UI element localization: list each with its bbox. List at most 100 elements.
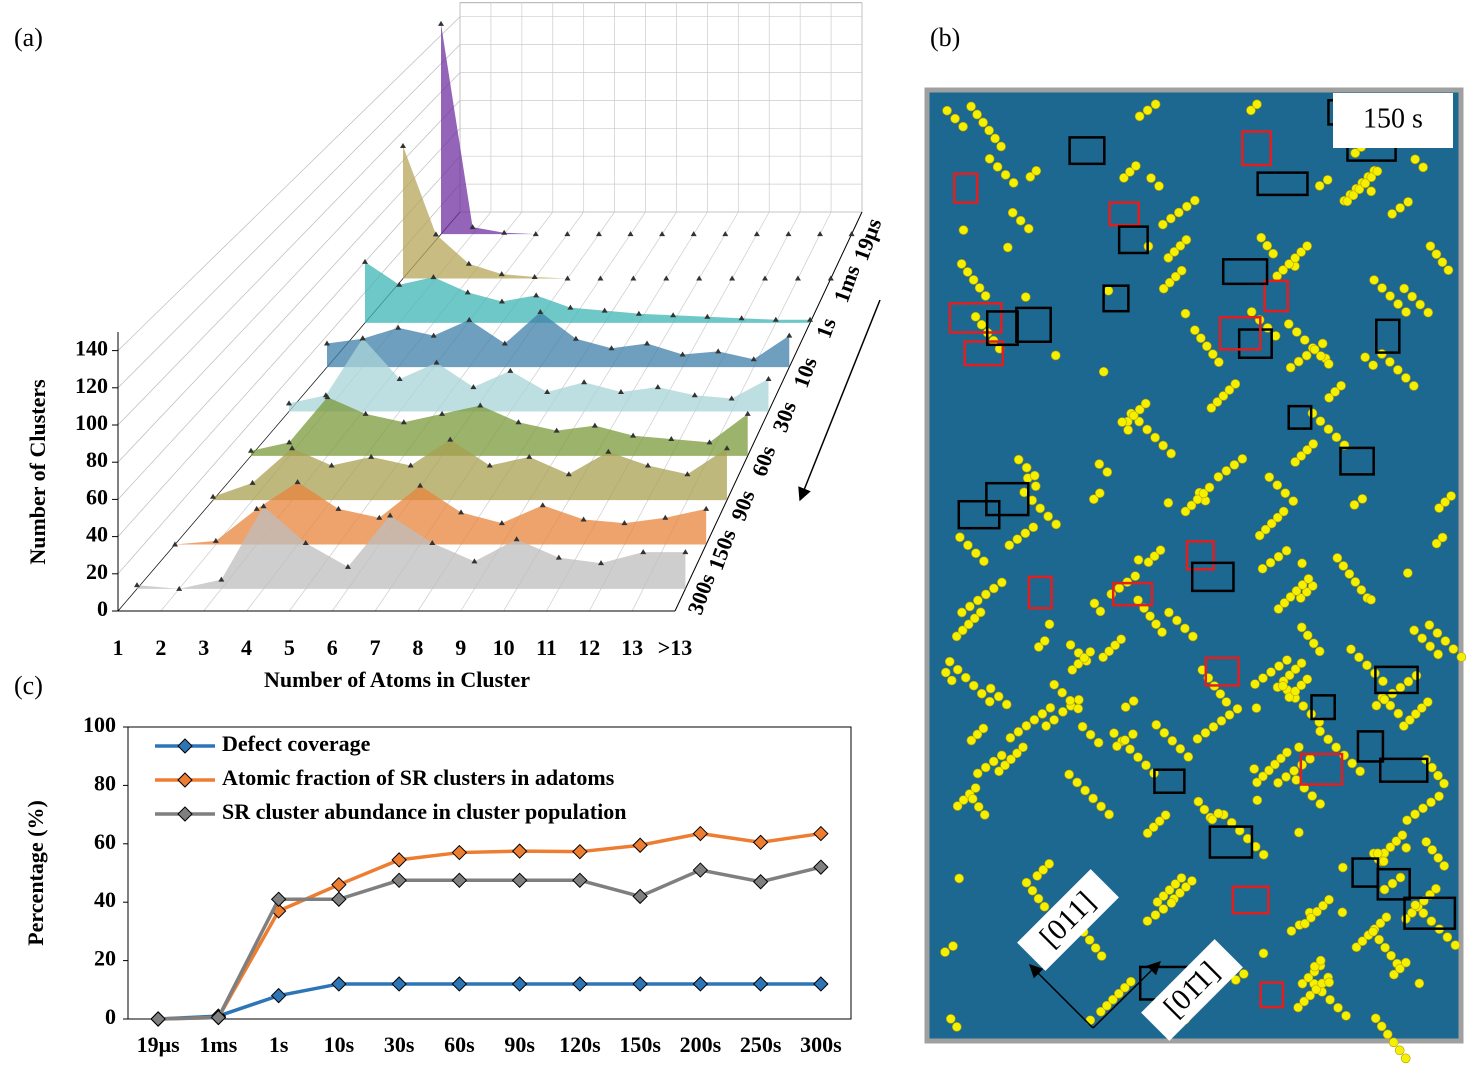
marker: [794, 275, 801, 281]
cluster-box: [963, 340, 1005, 367]
adatom: [1437, 532, 1448, 543]
adatom: [1175, 888, 1185, 898]
adatom: [946, 675, 957, 686]
adatom: [1309, 344, 1320, 355]
adatom: [1142, 828, 1153, 838]
adatom: [1283, 319, 1294, 329]
adatom: [1407, 291, 1417, 302]
x-tick-label: 7: [370, 635, 381, 660]
marker: [501, 229, 508, 235]
adatom: [1315, 416, 1326, 427]
marker: [786, 332, 793, 338]
adatom: [1298, 701, 1309, 711]
adatom: [975, 607, 986, 618]
adatom: [1102, 467, 1113, 477]
adatom: [1379, 884, 1390, 895]
cluster-box: [1111, 581, 1154, 607]
adatom: [1012, 534, 1023, 545]
marker: [627, 231, 634, 237]
marker: [670, 312, 677, 318]
adatom: [1307, 581, 1318, 591]
marker: [368, 453, 375, 459]
marker: [572, 335, 579, 341]
adatom: [1095, 606, 1106, 617]
cluster-box: [948, 302, 1003, 334]
adatom: [1296, 247, 1306, 257]
marker: [581, 379, 588, 385]
adatom: [1308, 638, 1319, 649]
marker: [662, 514, 669, 520]
adatom: [1290, 664, 1301, 674]
cluster-box: [1356, 730, 1385, 763]
adatom: [1072, 777, 1082, 788]
adatom: [1000, 760, 1010, 771]
adatom: [1213, 808, 1224, 819]
z-axis-label: Number of Clusters: [25, 379, 50, 565]
adatom: [1200, 728, 1211, 738]
adatom: [1393, 708, 1404, 719]
marker: [706, 439, 713, 445]
area: [137, 506, 686, 589]
adatom: [951, 631, 962, 642]
adatom: [1166, 448, 1176, 459]
adatom: [1426, 797, 1436, 808]
marker: [753, 231, 760, 237]
adatom: [1152, 897, 1163, 907]
adatom: [1403, 676, 1414, 687]
adatom: [1293, 356, 1304, 367]
adatom: [1013, 454, 1024, 465]
adatom: [1212, 397, 1223, 407]
adatom: [963, 540, 973, 551]
adatom: [1020, 528, 1031, 539]
adatom: [1190, 195, 1200, 206]
adatom: [1318, 900, 1328, 911]
adatom: [1303, 972, 1314, 983]
adatom: [1252, 795, 1263, 806]
adatom: [1250, 679, 1260, 689]
marker: [635, 310, 642, 316]
adatom: [1272, 512, 1283, 523]
adatom: [1434, 791, 1444, 802]
adatom: [1252, 777, 1262, 788]
adatom: [1290, 686, 1301, 697]
x-tick-label: 9: [455, 635, 466, 660]
x-tick-label: 5: [284, 635, 295, 660]
adatom: [1440, 636, 1451, 646]
adatom: [1393, 365, 1403, 375]
adatom: [1401, 957, 1411, 968]
adatom: [1098, 652, 1108, 663]
adatom: [1397, 830, 1408, 840]
adatom: [1142, 105, 1153, 116]
adatom: [1338, 561, 1349, 571]
area: [251, 397, 748, 456]
marker: [324, 340, 330, 346]
adatom: [1336, 380, 1346, 391]
marker: [477, 402, 484, 408]
adatom: [960, 672, 971, 683]
adatom: [1422, 697, 1433, 707]
legend-marker: [177, 738, 193, 754]
adatom: [965, 601, 975, 612]
adatom: [940, 667, 951, 678]
adatom: [1324, 977, 1334, 988]
adatom: [1029, 470, 1040, 481]
x-tick-label: 1: [113, 635, 124, 660]
adatom: [1293, 1002, 1303, 1013]
adatom: [996, 141, 1006, 152]
time-arrow: [798, 299, 881, 502]
adatom: [1368, 360, 1378, 371]
adatom: [1379, 694, 1390, 705]
adatom: [1297, 760, 1307, 770]
adatom: [1432, 628, 1443, 638]
adatom: [1207, 814, 1218, 825]
adatom: [1021, 721, 1032, 731]
cluster-box: [1299, 752, 1344, 786]
adatom: [1377, 349, 1387, 359]
adatom: [1180, 623, 1190, 634]
adatom: [1323, 734, 1333, 745]
back-wall: [459, 2, 863, 213]
marker: [249, 479, 256, 485]
marker: [439, 410, 446, 416]
adatom: [952, 664, 963, 675]
adatom: [1128, 696, 1139, 706]
